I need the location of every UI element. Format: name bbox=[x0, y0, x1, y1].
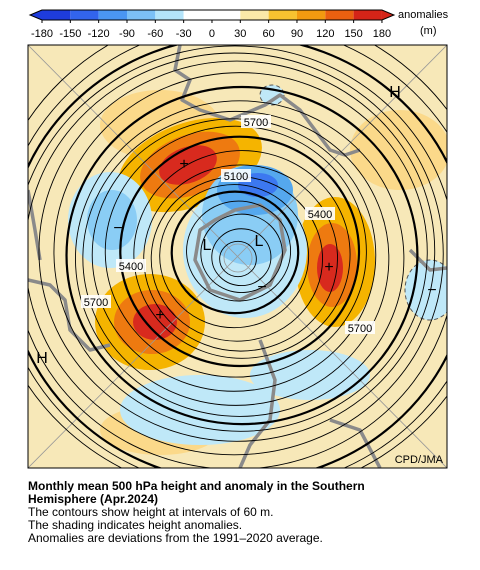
colorbar-segment bbox=[268, 10, 297, 20]
colorbar-tick-label: 60 bbox=[263, 28, 275, 40]
pressure-center: H bbox=[36, 350, 48, 367]
anomaly-sign: − bbox=[427, 282, 436, 299]
contour bbox=[82, 110, 390, 406]
caption-title: Monthly mean 500 hPa height and anomaly … bbox=[28, 479, 365, 493]
contour bbox=[91, 118, 377, 392]
contour-label-bg bbox=[81, 295, 111, 308]
colorbar-tick-label: 90 bbox=[291, 28, 303, 40]
pressure-center: L bbox=[203, 237, 212, 254]
colorbar-segment bbox=[126, 10, 156, 20]
colorbar-segment bbox=[353, 10, 382, 20]
colorbar-segment bbox=[240, 10, 269, 20]
anomaly-sign: + bbox=[179, 156, 188, 173]
colorbar-tick-label: -150 bbox=[59, 28, 81, 40]
colorbar-tick-label: 180 bbox=[373, 28, 391, 40]
colorbar-tick-label: -30 bbox=[176, 28, 192, 40]
colorbar-segment bbox=[98, 10, 127, 20]
contour bbox=[219, 240, 257, 278]
map-frame bbox=[27, 44, 448, 469]
contour bbox=[28, 52, 444, 456]
contour bbox=[119, 135, 361, 368]
colorbar-segment bbox=[296, 10, 326, 20]
contour-label: 5700 bbox=[348, 323, 372, 335]
contour-label: 5400 bbox=[119, 261, 143, 273]
contour-label-bg bbox=[345, 321, 375, 334]
contour bbox=[104, 125, 367, 378]
contour-label-bg bbox=[241, 115, 271, 128]
colorbar-segment bbox=[70, 10, 99, 20]
colorbar-segment bbox=[183, 10, 212, 20]
colorbar-tick-label: -180 bbox=[31, 28, 53, 40]
contour bbox=[38, 60, 436, 442]
anomaly-sign: + bbox=[324, 259, 333, 276]
map-labels: 5700 5100 5400 5400 5700 5700 H H L L + + + − − − CPD/JM… bbox=[36, 84, 443, 466]
contour bbox=[75, 100, 405, 417]
colorbar-unit: (m) bbox=[420, 25, 437, 37]
colorbar-segment bbox=[155, 10, 184, 20]
colorbar-arrow bbox=[30, 10, 42, 20]
contour bbox=[143, 164, 338, 352]
colorbar-tick-label: -90 bbox=[119, 28, 135, 40]
colorbar-segment bbox=[325, 10, 354, 20]
contour-label: 5400 bbox=[308, 209, 332, 221]
colorbar-tick-label: -60 bbox=[147, 28, 163, 40]
colorbar-title: anomalies bbox=[398, 9, 449, 21]
anomaly-sign: + bbox=[155, 307, 164, 324]
map bbox=[28, 45, 447, 468]
colorbar: -180 -150 -120 -90 -60 -30 0 30 60 90 120 150 180 bbox=[28, 9, 396, 40]
contour bbox=[133, 150, 351, 359]
contour-label-bg bbox=[116, 259, 146, 272]
caption-line: The shading indicates height anomalies. bbox=[28, 518, 243, 532]
caption: Monthly mean 500 hPa height and anomaly … bbox=[28, 480, 365, 545]
colorbar-segment bbox=[42, 10, 71, 20]
contour bbox=[170, 190, 300, 315]
pressure-center: H bbox=[389, 84, 401, 101]
figure: -180 -150 -120 -90 -60 -30 0 30 60 90 120 150 180 an… bbox=[27, 9, 449, 469]
contour bbox=[28, 45, 447, 468]
contour-label: 5700 bbox=[84, 297, 108, 309]
caption-title: Hemisphere (Apr.2024) bbox=[28, 492, 159, 506]
colorbar-segment bbox=[211, 10, 241, 20]
anomaly-sign: − bbox=[113, 220, 122, 237]
contour bbox=[200, 213, 283, 293]
pressure-center: L bbox=[255, 233, 264, 250]
colorbar-tick-label: 0 bbox=[209, 28, 215, 40]
contour-label-bg bbox=[305, 207, 335, 220]
contour bbox=[211, 228, 272, 287]
colorbar-tick-label: 30 bbox=[234, 28, 246, 40]
colorbar-tick-label: 120 bbox=[316, 28, 334, 40]
contour bbox=[53, 72, 428, 432]
colorbar-arrow bbox=[381, 10, 394, 20]
caption-line: Anomalies are deviations from the 1991–2… bbox=[28, 531, 323, 545]
caption-line: The contours show height at intervals of… bbox=[28, 505, 274, 519]
contour bbox=[159, 184, 310, 329]
contour-label: 5700 bbox=[244, 117, 268, 129]
colorbar-tick-label: -120 bbox=[88, 28, 110, 40]
contour-label: 5100 bbox=[224, 171, 248, 183]
credit: CPD/JMA bbox=[395, 454, 444, 466]
colorbar-tick-label: 150 bbox=[344, 28, 362, 40]
contour bbox=[65, 85, 419, 426]
anomaly-sign: − bbox=[257, 279, 266, 296]
contour bbox=[186, 200, 292, 302]
contour-label-bg bbox=[221, 169, 251, 182]
